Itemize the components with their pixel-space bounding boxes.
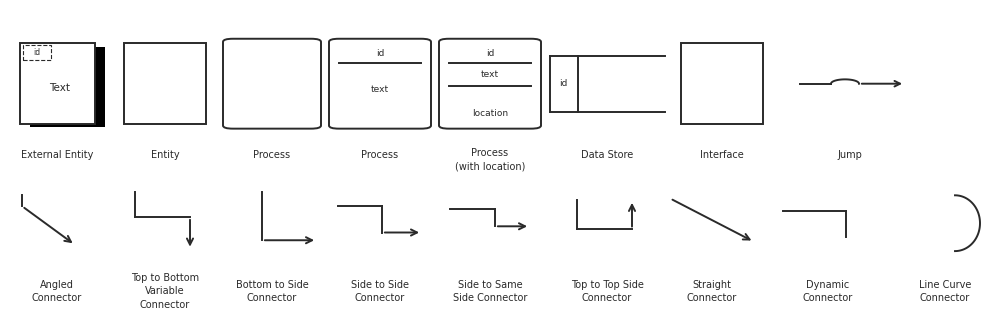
Text: location: location xyxy=(472,108,508,118)
Text: Top to Bottom
Variable
Connector: Top to Bottom Variable Connector xyxy=(131,273,199,310)
Text: Text: Text xyxy=(50,83,70,93)
Bar xyxy=(23,45,50,60)
Text: Bottom to Side
Connector: Bottom to Side Connector xyxy=(236,280,308,303)
Text: Side to Same
Side Connector: Side to Same Side Connector xyxy=(453,280,527,303)
Text: Data Store: Data Store xyxy=(581,150,633,160)
Text: id: id xyxy=(33,48,40,57)
FancyBboxPatch shape xyxy=(439,39,541,129)
Bar xyxy=(681,43,763,124)
Text: Side to Side
Connector: Side to Side Connector xyxy=(351,280,409,303)
Text: Top to Top Side
Connector: Top to Top Side Connector xyxy=(571,280,643,303)
Text: Interface: Interface xyxy=(700,150,744,160)
Text: Dynamic
Connector: Dynamic Connector xyxy=(803,280,853,303)
Text: id: id xyxy=(376,48,384,58)
Text: Straight
Connector: Straight Connector xyxy=(687,280,737,303)
Text: Process
(with location): Process (with location) xyxy=(455,148,525,171)
Bar xyxy=(20,43,94,124)
Text: Angled
Connector: Angled Connector xyxy=(32,280,82,303)
Text: Line Curve
Connector: Line Curve Connector xyxy=(919,280,971,303)
Text: Process: Process xyxy=(253,150,291,160)
Text: External Entity: External Entity xyxy=(21,150,93,160)
FancyBboxPatch shape xyxy=(223,39,321,129)
FancyBboxPatch shape xyxy=(329,39,431,129)
Text: text: text xyxy=(371,85,389,95)
Text: Process: Process xyxy=(361,150,399,160)
Polygon shape xyxy=(30,46,104,127)
Text: Jump: Jump xyxy=(838,150,862,160)
Text: id: id xyxy=(559,79,568,88)
Bar xyxy=(124,43,206,124)
Text: text: text xyxy=(481,70,499,79)
Text: id: id xyxy=(486,49,494,58)
Text: Entity: Entity xyxy=(151,150,179,160)
